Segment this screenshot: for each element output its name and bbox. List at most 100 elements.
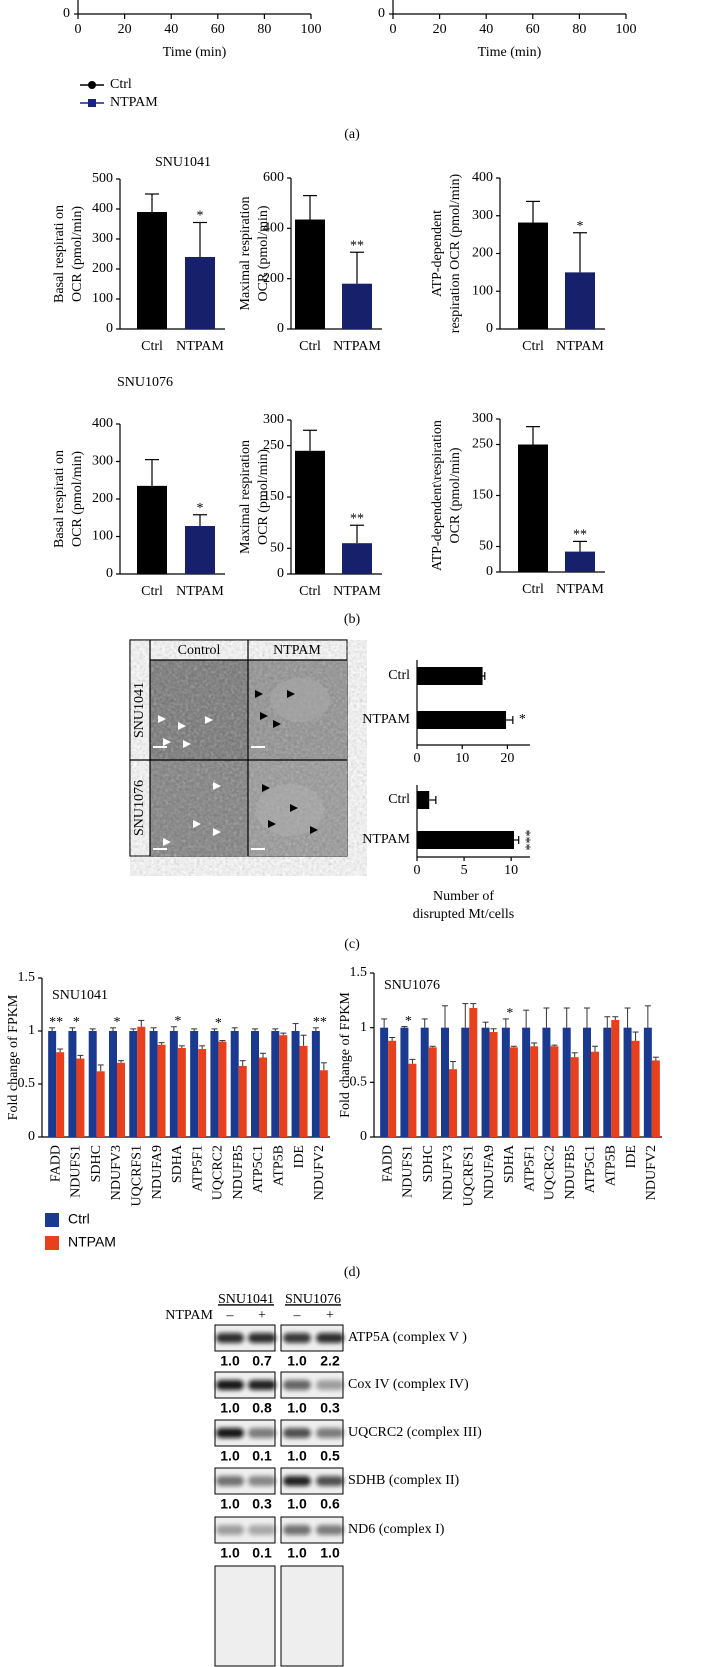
legend-label: NTPAM <box>68 1234 116 1250</box>
blot-lane: – <box>226 1308 235 1323</box>
bar <box>417 667 483 685</box>
blot-lane: – <box>293 1308 302 1323</box>
blot-box <box>214 1565 276 1667</box>
bar <box>185 526 215 574</box>
x-axis-label: Number of <box>433 889 494 904</box>
y-axis-label: OCR (pmol/min) <box>448 447 463 543</box>
x-tick-label: NDUFS1 <box>401 1145 416 1198</box>
x-tick-label: NDUFS1 <box>69 1145 84 1198</box>
bar <box>210 1031 219 1137</box>
bar <box>631 1040 640 1137</box>
y-axis-label: Basal respirati on <box>52 450 67 548</box>
y-tick-label: 1 <box>360 1020 367 1035</box>
blot-band <box>283 1428 311 1438</box>
legend-swatch <box>45 1213 59 1227</box>
chart-title: SNU1076 <box>384 978 440 993</box>
blot-protein: ATP5A (complex V ) <box>348 1330 467 1345</box>
x-tick-label: 0 <box>414 863 421 878</box>
blot-band <box>216 1525 244 1535</box>
y-tick-label: 200 <box>92 261 113 276</box>
x-axis-label: Time (min) <box>478 45 542 60</box>
x-tick-label: NTPAM <box>176 584 224 599</box>
significance-mark: ** <box>350 511 364 526</box>
bar <box>518 222 548 329</box>
bar <box>611 1020 620 1137</box>
blot-lane: + <box>258 1308 266 1323</box>
blot-ratio: 1.0 <box>287 1448 307 1464</box>
legend-label: NTPAM <box>110 95 158 110</box>
y-tick-label: 400 <box>263 221 284 236</box>
x-tick-label: UQCRC2 <box>543 1145 558 1200</box>
x-tick-label: NTPAM <box>333 339 381 354</box>
y-tick-label: 300 <box>263 412 284 427</box>
bar <box>441 1027 449 1137</box>
x-tick-label: ATP5F1 <box>522 1145 537 1192</box>
panel-label: (a) <box>344 127 360 142</box>
bar <box>319 1070 328 1137</box>
x-tick-label: Ctrl <box>299 339 321 354</box>
bar <box>591 1051 599 1137</box>
y-axis-label: ATP-dependent\respiration <box>430 420 445 571</box>
bar <box>311 1031 320 1137</box>
x-tick-label: NDUFV3 <box>109 1145 124 1200</box>
y-axis-label: ATP-dependent <box>430 210 445 297</box>
bar <box>417 791 430 809</box>
bar <box>68 1031 77 1137</box>
y-tick-label: 250 <box>263 438 284 453</box>
y-tick-label: 100 <box>92 529 113 544</box>
bar <box>651 1060 660 1137</box>
blot-protein: ND6 (complex I) <box>348 1522 445 1537</box>
y-tick-label: 100 <box>92 291 113 306</box>
y-tick-label: 0 <box>486 321 493 336</box>
x-tick-label: NDUFB5 <box>563 1145 578 1199</box>
y-tick-label: 300 <box>472 411 493 426</box>
x-tick-label: NTPAM <box>556 339 604 354</box>
y-axis-label: OCR (pmol/min) <box>256 449 271 545</box>
blot-ratio: 0.1 <box>252 1545 272 1561</box>
bar <box>509 1047 518 1137</box>
legend-swatch <box>45 1236 59 1250</box>
scale-bar <box>251 848 265 850</box>
blot-band <box>316 1476 344 1486</box>
y-tick-label: 0 <box>63 6 70 21</box>
blot-band <box>248 1333 276 1343</box>
blot-band <box>283 1525 311 1535</box>
bar <box>461 1027 470 1137</box>
x-tick-label: SDHA <box>502 1144 517 1183</box>
bar <box>562 1027 571 1137</box>
x-tick-label: SDHC <box>89 1145 104 1182</box>
blot-ratio: 0.3 <box>320 1400 340 1416</box>
y-tick-label: 0 <box>106 566 113 581</box>
y-tick-label: 0 <box>360 1129 367 1144</box>
blot-band <box>316 1428 344 1438</box>
x-tick-label: 0 <box>75 22 82 37</box>
blot-ratio: 2.2 <box>320 1353 340 1369</box>
y-axis-label: OCR (pmol/min) <box>256 205 271 301</box>
blot-band <box>248 1525 276 1535</box>
x-tick-label: Ctrl <box>141 339 163 354</box>
bar <box>137 485 167 574</box>
blot-group: SNU1076 <box>285 1292 341 1307</box>
y-tick-label: 0 <box>28 1129 35 1144</box>
legend-label: Ctrl <box>110 77 132 92</box>
x-tick-label: 5 <box>461 863 468 878</box>
blot-band <box>216 1380 244 1390</box>
x-tick-label: SDHC <box>421 1145 436 1182</box>
x-tick-label: UQCRC2 <box>211 1145 226 1200</box>
x-axis-label: Time (min) <box>163 45 227 60</box>
scale-bar <box>153 848 167 850</box>
bar <box>279 1035 288 1137</box>
bar <box>570 1057 579 1137</box>
y-axis-label: Maximal respiration <box>238 440 253 554</box>
blot-ratio: 1.0 <box>287 1545 307 1561</box>
bar <box>481 1027 490 1137</box>
bar <box>417 831 514 849</box>
bar <box>109 1031 117 1137</box>
bar <box>56 1052 65 1137</box>
x-tick-label: FADD <box>48 1145 63 1182</box>
y-axis-label: respiration OCR (pmol/min) <box>448 173 463 333</box>
chart-title: SNU1076 <box>117 375 173 390</box>
bar <box>295 450 325 574</box>
bar <box>149 1031 158 1137</box>
